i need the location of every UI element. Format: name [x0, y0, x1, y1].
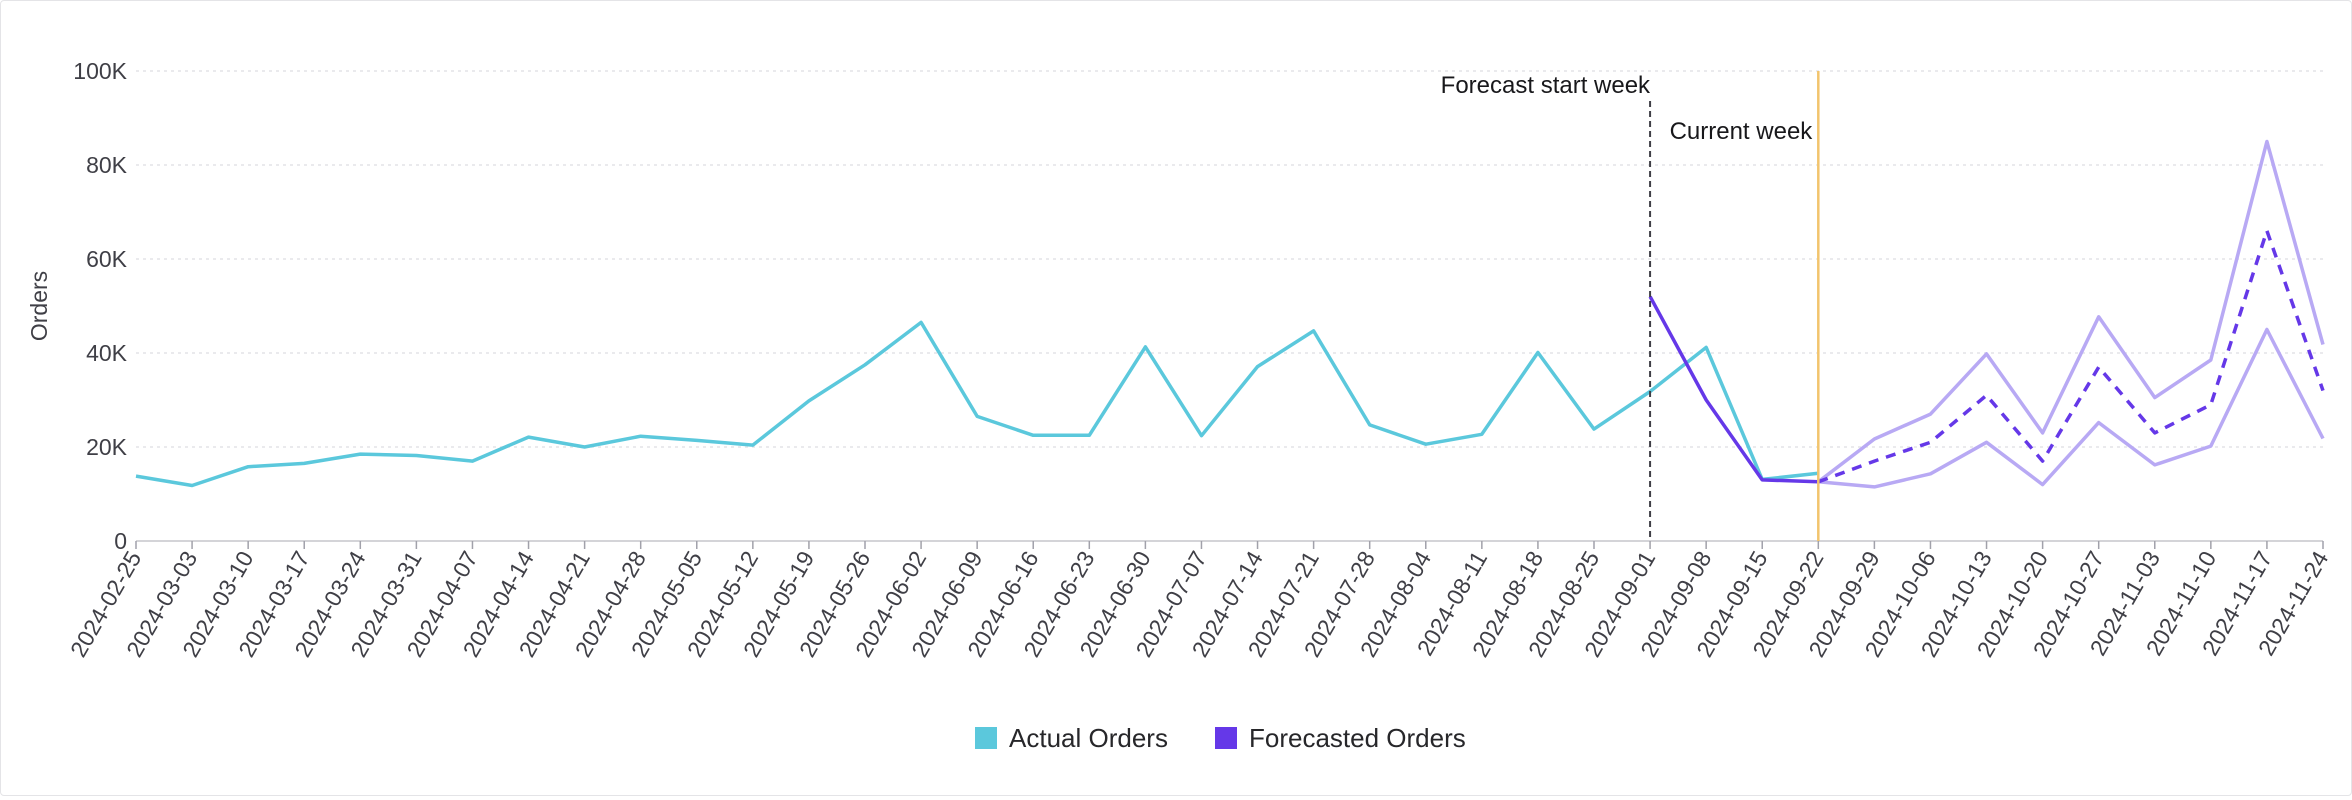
legend-swatch-actual — [975, 727, 997, 749]
legend-label-actual: Actual Orders — [1009, 723, 1168, 753]
actual-orders-line — [135, 320, 1819, 488]
legend-label-forecast: Forecasted Orders — [1249, 723, 1466, 753]
forecast-upper-bound-line — [1817, 139, 2325, 484]
y-axis: 0 20K 40K 60K 80K 100K — [73, 58, 2323, 554]
forecast-start-label: Forecast start week — [1441, 72, 1651, 99]
forecast-lower-bound-line — [1818, 327, 2325, 489]
forecasted-orders-line — [1648, 295, 1819, 484]
y-tick-label: 80K — [86, 152, 128, 178]
legend: Actual Orders Forecasted Orders — [975, 723, 1466, 753]
y-tick-label: 0 — [114, 528, 127, 554]
x-axis: 2024-02-252024-03-032024-03-102024-03-17… — [65, 541, 2333, 661]
y-axis-label: Orders — [26, 271, 52, 341]
legend-swatch-forecast — [1215, 727, 1237, 749]
annotations: Forecast start week Current week — [1441, 71, 1820, 541]
y-tick-label: 20K — [86, 434, 128, 460]
y-tick-label: 60K — [86, 246, 128, 272]
y-tick-label: 40K — [86, 340, 128, 366]
forecasted-orders-projection-line — [1817, 229, 2325, 484]
series-lines — [135, 139, 2325, 489]
current-week-label: Current week — [1670, 118, 1814, 145]
grid-lines — [136, 70, 2323, 448]
y-tick-label: 100K — [73, 58, 127, 84]
